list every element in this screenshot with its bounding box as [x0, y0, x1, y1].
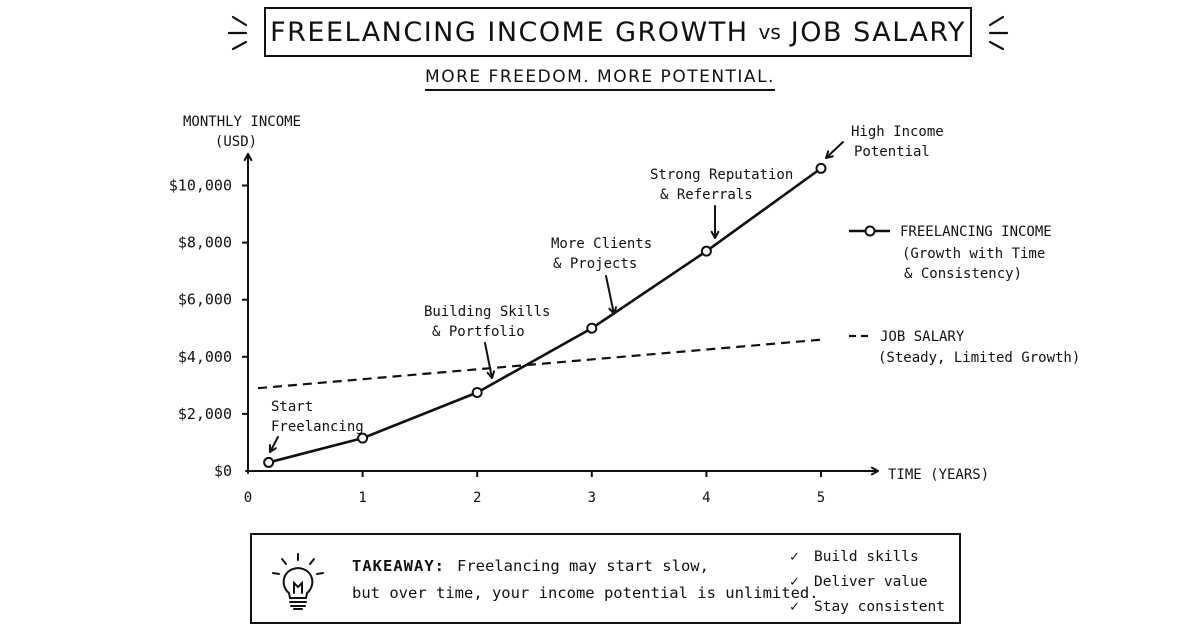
annotation-text: & Projects — [553, 256, 637, 272]
annotation-text: Building Skills — [424, 304, 550, 320]
check-icon: ✓ — [790, 549, 799, 565]
y-tick-label: $0 — [214, 462, 232, 480]
annotation-text: High Income — [851, 124, 944, 140]
freelancing-data-point — [815, 162, 827, 174]
chart-subtitle: MORE FREEDOM. MORE POTENTIAL. — [0, 67, 1200, 91]
takeaway-text: TAKEAWAY: Freelancing may start slow, but… — [352, 553, 819, 607]
y-tick-label: $6,000 — [178, 291, 232, 309]
annotation-arrow — [269, 436, 279, 453]
annotation-text: Freelancing — [271, 419, 364, 435]
x-tick-label: 3 — [588, 490, 596, 506]
legend-freelancing-label: FREELANCING INCOME — [900, 224, 1052, 240]
checklist-item: ✓ Stay consistent — [790, 595, 945, 620]
legend-freelancing-note: (Growth with Time — [902, 246, 1045, 262]
title-left: FREELANCING INCOME GROWTH — [270, 16, 749, 48]
freelancing-data-point — [357, 432, 369, 444]
y-tick-label: $2,000 — [178, 405, 232, 423]
takeaway-label: TAKEAWAY: — [352, 557, 445, 575]
annotation-text: More Clients — [551, 236, 652, 252]
checklist: ✓ Build skills ✓ Deliver value ✓ Stay consi… — [790, 545, 945, 620]
annotation-arrow — [605, 275, 615, 315]
annotation-text: Potential — [854, 144, 930, 160]
x-axis-label: TIME (YEARS) — [888, 467, 989, 483]
legend-freelancing-marker — [864, 225, 876, 237]
x-tick-label: 1 — [358, 490, 366, 506]
legend-job-salary-label: JOB SALARY — [880, 329, 965, 345]
freelancing-data-point — [471, 386, 483, 398]
y-tick-label: $10,000 — [169, 177, 232, 195]
annotation-text: Start — [271, 399, 313, 415]
takeaway-panel: TAKEAWAY: Freelancing may start slow, but… — [250, 533, 961, 624]
chart-title: FREELANCING INCOME GROWTH vs JOB SALARY — [264, 7, 972, 57]
y-tick-label: $8,000 — [178, 234, 232, 252]
annotation-arrow-head — [486, 370, 496, 379]
annotation-arrow — [484, 342, 493, 379]
title-vs: vs — [758, 20, 781, 44]
subtitle-text: MORE FREEDOM. MORE POTENTIAL. — [425, 67, 775, 91]
freelancing-data-point — [263, 456, 275, 468]
y-axis-head — [243, 153, 253, 162]
takeaway-line-2: but over time, your income potential is … — [352, 584, 819, 602]
annotation-arrow-head — [710, 230, 720, 239]
x-tick-label: 2 — [473, 490, 481, 506]
annotation-text: Strong Reputation — [650, 167, 793, 183]
y-axis-label: MONTHLY INCOME — [183, 114, 301, 130]
freelancing-data-point — [586, 322, 598, 334]
check-icon: ✓ — [790, 574, 799, 590]
annotation-text: & Referrals — [660, 187, 753, 203]
freelancing-data-point — [700, 245, 712, 257]
y-axis-label-unit: (USD) — [215, 134, 257, 150]
annotation-arrow — [825, 141, 844, 159]
annotation-arrow-head — [825, 150, 834, 159]
x-axis-head — [870, 466, 879, 476]
x-tick-label: 4 — [702, 490, 710, 506]
freelancing-income-line — [268, 167, 822, 464]
lightbulb-icon — [272, 553, 324, 610]
checklist-item: ✓ Deliver value — [790, 570, 945, 595]
check-icon: ✓ — [790, 599, 799, 615]
job-salary-line — [257, 338, 822, 390]
title-right: JOB SALARY — [790, 16, 966, 48]
x-tick-label: 5 — [817, 490, 825, 506]
x-tick-label: 0 — [244, 490, 252, 506]
annotation-arrow-head — [268, 444, 277, 453]
legend-freelancing-note: & Consistency) — [904, 266, 1022, 282]
checklist-item: ✓ Build skills — [790, 545, 945, 570]
y-tick-label: $4,000 — [178, 348, 232, 366]
annotation-arrow-head — [608, 306, 618, 315]
takeaway-line-1: Freelancing may start slow, — [457, 557, 709, 575]
legend-job-salary-note: (Steady, Limited Growth) — [878, 350, 1080, 366]
annotation-text: & Portfolio — [432, 324, 525, 340]
